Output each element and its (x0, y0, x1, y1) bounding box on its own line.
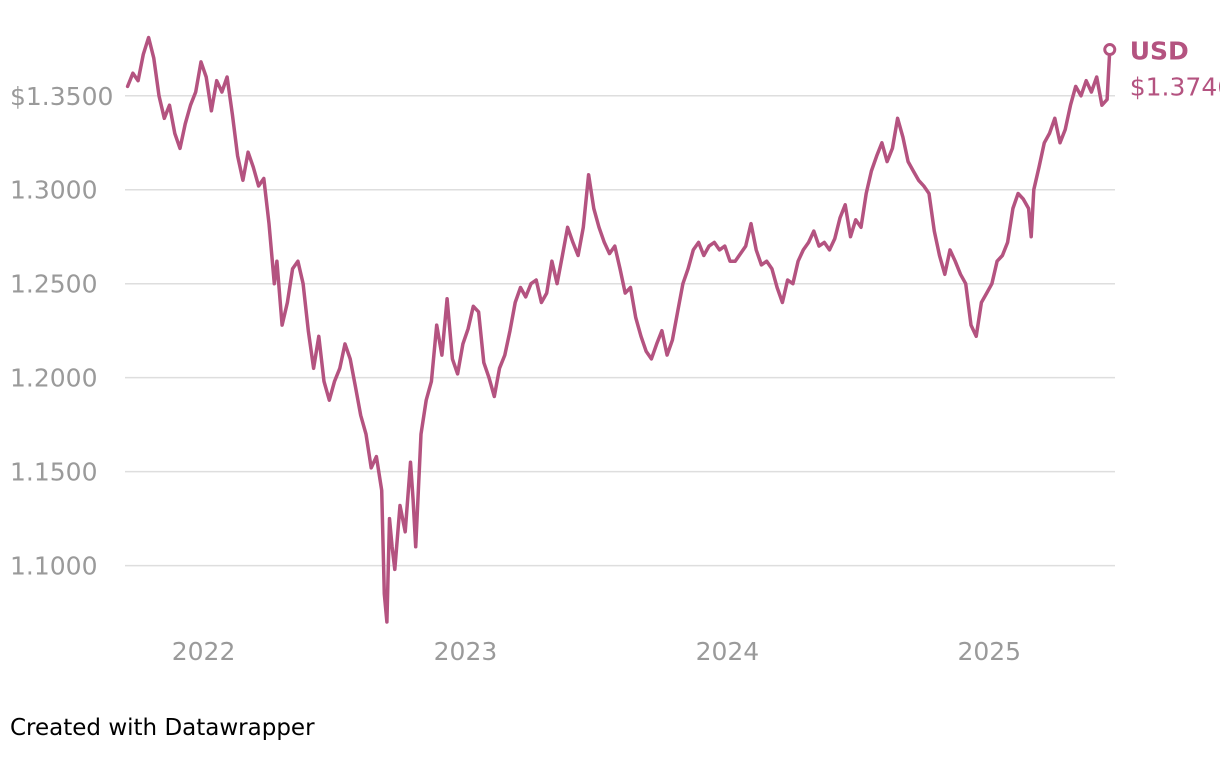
series-label: USD (1130, 37, 1189, 66)
footer-credit: Created with Datawrapper (10, 715, 315, 741)
y-tick-label: 1.2500 (10, 270, 97, 299)
y-tick-label: 1.1500 (10, 458, 97, 487)
y-tick-label: 1.2000 (10, 364, 97, 393)
y-tick-label: $1.3500 (10, 82, 113, 111)
chart: $1.3500 1.3000 1.2500 1.2000 1.1500 1.1000 202… (10, 35, 1220, 666)
x-tick-label: 2024 (696, 637, 760, 666)
end-point-marker (1103, 43, 1117, 57)
y-tick-label: 1.1000 (10, 552, 97, 581)
x-tick-label: 2025 (957, 637, 1021, 666)
series-value-label: $1.3746 (1130, 73, 1220, 102)
x-tick-label: 2023 (434, 637, 498, 666)
x-tick-label: 2022 (172, 637, 236, 666)
y-tick-label: 1.3000 (10, 176, 97, 205)
series-line (125, 35, 1112, 624)
